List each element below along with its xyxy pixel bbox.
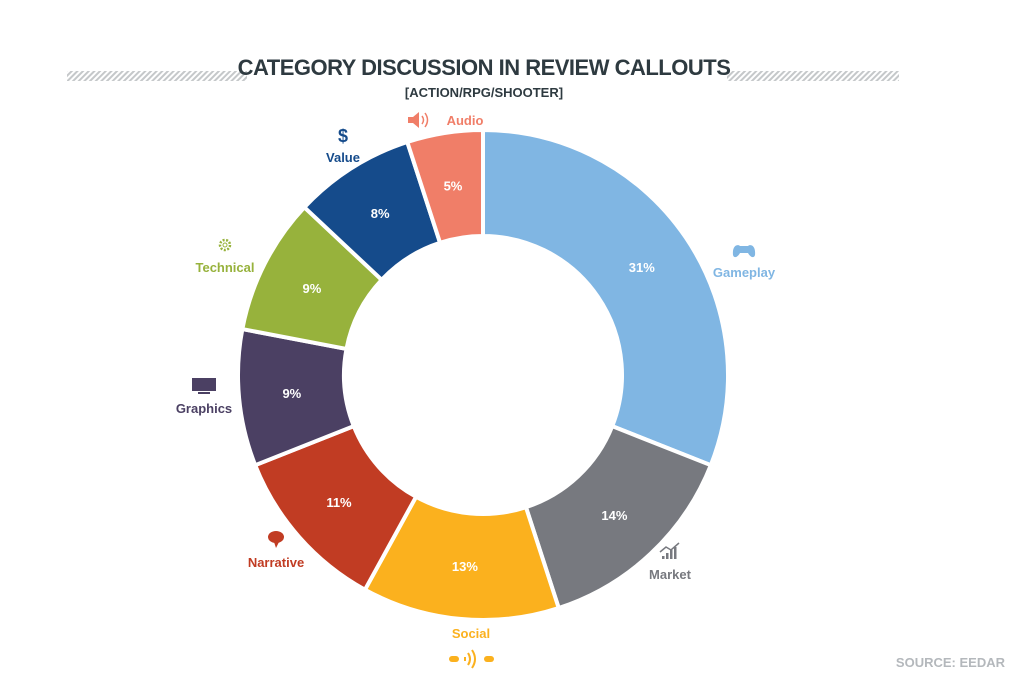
slice-value-graphics: 9%: [282, 386, 301, 401]
slice-value-value: 8%: [371, 206, 390, 221]
bar-chart-trend-icon: [659, 542, 680, 559]
slice-gameplay: [481, 127, 730, 468]
slice-value-technical: 9%: [303, 281, 322, 296]
dollar-icon: $: [338, 126, 348, 146]
slice-audio: [404, 127, 485, 246]
slice-label-gameplay: Gameplay: [713, 265, 776, 280]
slice-label-market: Market: [649, 567, 692, 582]
gamepad-icon: [732, 245, 756, 258]
slice-label-audio: Audio: [447, 113, 484, 128]
speaker-icon: [408, 112, 429, 128]
gear-icon: [218, 238, 232, 252]
speech-bubble-icon: [268, 531, 284, 548]
slice-label-technical: Technical: [195, 260, 254, 275]
slice-value-gameplay: 31%: [629, 260, 655, 275]
chart-title: CATEGORY DISCUSSION IN REVIEW CALLOUTS: [238, 55, 731, 80]
slice-label-graphics: Graphics: [176, 401, 232, 416]
slice-value-market: 14%: [601, 508, 627, 523]
slice-label-social: Social: [452, 626, 490, 641]
slice-label-narrative: Narrative: [248, 555, 304, 570]
title-hatch-right: [727, 71, 899, 81]
monitor-icon: [192, 378, 216, 394]
svg-text:$: $: [338, 126, 348, 146]
title-hatch-left: [67, 71, 247, 81]
social-broadcast-icon: [449, 649, 494, 669]
slice-value-audio: 5%: [444, 178, 463, 193]
slice-value-social: 13%: [452, 559, 478, 574]
source-note: SOURCE: EEDAR: [896, 655, 1006, 670]
slice-value-narrative: 11%: [326, 495, 352, 510]
slice-label-value: Value: [326, 150, 360, 165]
chart-subtitle: [ACTION/RPG/SHOOTER]: [405, 85, 563, 100]
